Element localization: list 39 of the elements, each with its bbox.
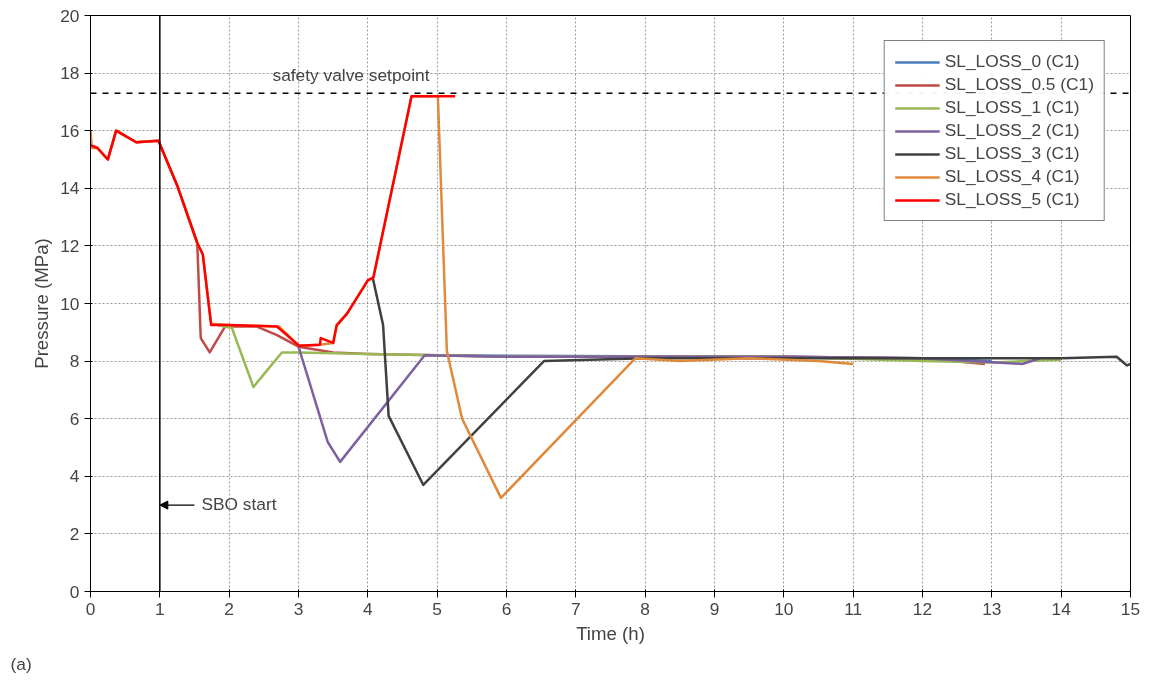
x-tick-label: 6 <box>501 598 512 619</box>
x-tick-label: 15 <box>1120 598 1141 619</box>
x-axis-title: Time (h) <box>576 622 645 644</box>
y-tick-label: 10 <box>60 293 80 314</box>
y-tick-label: 16 <box>60 120 80 141</box>
ref-line-label: safety valve setpoint <box>272 65 430 86</box>
y-tick-label: 8 <box>69 351 80 372</box>
x-tick-label: 0 <box>85 598 96 619</box>
x-tick-label: 13 <box>982 598 1002 619</box>
x-tick-label: 14 <box>1051 598 1072 619</box>
y-tick-label: 18 <box>60 63 80 84</box>
x-tick-label: 11 <box>844 598 863 619</box>
x-tick-label: 10 <box>774 598 794 619</box>
legend-label: SL_LOSS_0.5 (C1) <box>944 74 1094 95</box>
x-tick-label: 12 <box>912 598 933 619</box>
y-axis-title: Pressure (MPa) <box>31 238 53 369</box>
x-tick-label: 1 <box>155 598 165 619</box>
legend-label: SL_LOSS_2 (C1) <box>944 120 1080 141</box>
y-tick-label: 0 <box>69 581 80 602</box>
y-tick-label: 20 <box>60 5 80 26</box>
legend-label: SL_LOSS_1 (C1) <box>944 97 1080 118</box>
ref-line-label: SBO start <box>201 494 277 515</box>
x-tick-label: 9 <box>709 598 720 619</box>
y-tick-label: 2 <box>69 523 80 544</box>
y-tick-label: 14 <box>60 178 80 199</box>
legend-label: SL_LOSS_3 (C1) <box>944 143 1080 164</box>
y-tick-label: 4 <box>69 466 80 487</box>
legend-label: SL_LOSS_5 (C1) <box>944 189 1080 210</box>
x-tick-label: 3 <box>293 598 304 619</box>
y-tick-label: 12 <box>60 235 80 256</box>
y-tick-label: 6 <box>69 408 80 429</box>
x-tick-label: 2 <box>224 598 234 619</box>
legend-label: SL_LOSS_4 (C1) <box>944 166 1080 187</box>
text: (a) <box>10 653 32 674</box>
x-tick-label: 8 <box>640 598 650 619</box>
x-tick-label: 5 <box>432 598 442 619</box>
x-tick-label: 4 <box>363 598 374 619</box>
legend-label: SL_LOSS_0 (C1) <box>944 51 1080 72</box>
x-tick-label: 7 <box>571 598 581 619</box>
